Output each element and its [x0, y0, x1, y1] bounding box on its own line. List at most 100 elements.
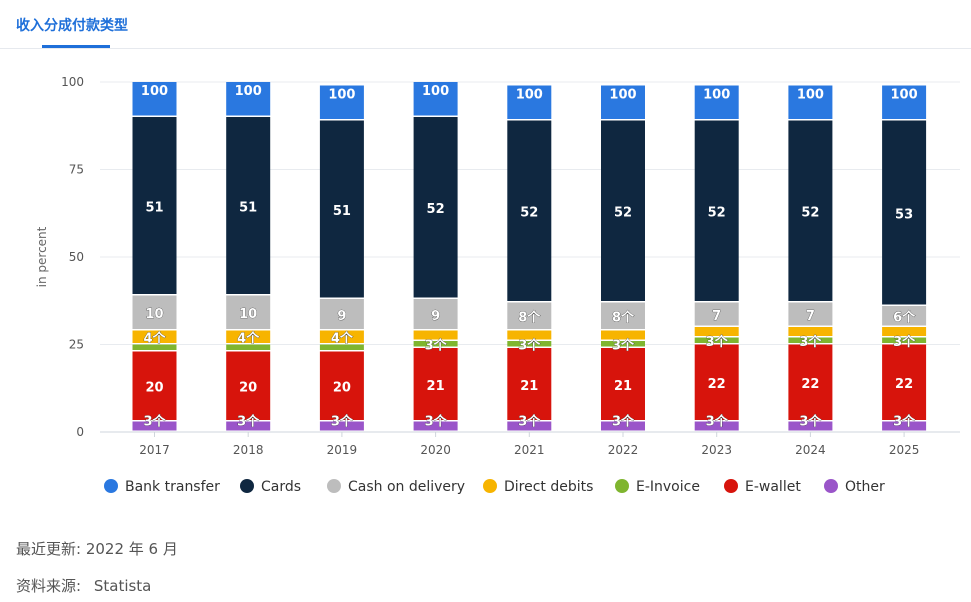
bar-cards-2023[interactable] [694, 120, 739, 302]
bar-direct-debits-2020[interactable] [413, 330, 458, 340]
bar-direct-debits-2017[interactable] [132, 330, 177, 344]
legend-item-direct-debits[interactable]: Direct debits [483, 479, 593, 495]
data-source-value[interactable]: Statista [93, 577, 152, 595]
bar-e-invoice-2022[interactable] [601, 341, 645, 347]
bar-e-invoice-2023[interactable] [694, 337, 739, 344]
bar-cash-on-delivery-2024[interactable] [788, 302, 833, 326]
bar-bank-transfer-2019[interactable] [319, 85, 364, 120]
bar-bank-transfer-2025[interactable] [882, 85, 927, 120]
data-source: 资料来源: Statista [16, 575, 151, 596]
bar-bank-transfer-2023[interactable] [694, 85, 739, 120]
data-label-e-wallet-2017: 20 [145, 381, 163, 396]
legend-item-e-wallet[interactable]: E-wallet [724, 479, 801, 495]
bar-e-invoice-2019[interactable] [319, 344, 364, 351]
data-label-e-wallet-2018: 20 [239, 381, 257, 396]
data-label-cards-2018: 51 [239, 200, 257, 215]
legend-item-cards[interactable]: Cards [240, 479, 301, 495]
bar-e-wallet-2024[interactable] [788, 344, 833, 421]
bar-cards-2019[interactable] [319, 120, 364, 298]
tab-revenue-share-payment-type[interactable]: 收入分成付款类型 [16, 17, 128, 33]
data-label-other-2021: 3个 [518, 414, 541, 430]
data-label-e-wallet-2023: 22 [708, 377, 726, 392]
bar-cards-2018[interactable] [226, 117, 271, 294]
data-label-cards-2019: 51 [333, 204, 351, 219]
bar-other-2022[interactable] [601, 421, 645, 431]
data-label-e-wallet-2024: 22 [801, 377, 819, 392]
bar-cards-2020[interactable] [413, 117, 458, 298]
bar-cards-2022[interactable] [601, 120, 645, 302]
bar-direct-debits-2019[interactable] [319, 330, 364, 344]
x-tick-label-2018: 2018 [233, 443, 264, 457]
legend-item-cash-on-delivery[interactable]: Cash on delivery [327, 479, 465, 495]
bar-cards-2021[interactable] [507, 120, 552, 302]
data-label-e-wallet-2021: 21 [520, 379, 538, 394]
bar-other-2025[interactable] [882, 421, 927, 431]
bar-other-2017[interactable] [132, 421, 177, 431]
data-label-cards-2025: 53 [895, 207, 913, 222]
bar-cash-on-delivery-2018[interactable] [226, 295, 271, 330]
bar-e-invoice-2020[interactable] [413, 341, 458, 347]
bar-direct-debits-2024[interactable] [788, 327, 833, 336]
bar-e-invoice-2018[interactable] [226, 344, 271, 351]
bar-direct-debits-2025[interactable] [882, 327, 927, 336]
bar-e-invoice-2024[interactable] [788, 337, 833, 344]
legend-label-other: Other [845, 479, 885, 495]
bar-cards-2017[interactable] [132, 117, 177, 294]
bar-e-wallet-2021[interactable] [507, 348, 552, 420]
bar-e-wallet-2022[interactable] [601, 348, 645, 420]
data-label-bank-transfer-2023: 100 [703, 88, 730, 103]
bar-other-2018[interactable] [226, 421, 271, 431]
bar-other-2021[interactable] [507, 421, 552, 431]
bar-other-2019[interactable] [319, 421, 364, 431]
bar-cash-on-delivery-2020[interactable] [413, 299, 458, 329]
data-label-bank-transfer-2021: 100 [516, 88, 543, 103]
data-label-e-invoice-2024: 3个 [799, 334, 822, 350]
bar-e-wallet-2023[interactable] [694, 344, 739, 421]
bar-direct-debits-2022[interactable] [601, 330, 645, 340]
legend-swatch-direct-debits [483, 479, 497, 493]
legend-item-other[interactable]: Other [824, 479, 885, 495]
bar-e-invoice-2017[interactable] [132, 344, 177, 351]
x-tick-label-2023: 2023 [701, 443, 732, 457]
bar-bank-transfer-2020[interactable] [413, 82, 458, 116]
bar-cash-on-delivery-2025[interactable] [882, 306, 927, 326]
bar-direct-debits-2018[interactable] [226, 330, 271, 344]
bar-other-2023[interactable] [694, 421, 739, 431]
bar-e-wallet-2019[interactable] [319, 351, 364, 421]
bar-other-2024[interactable] [788, 421, 833, 431]
bar-bank-transfer-2024[interactable] [788, 85, 833, 120]
bar-e-wallet-2025[interactable] [882, 344, 927, 421]
bar-cards-2025[interactable] [882, 120, 927, 305]
bar-other-2020[interactable] [413, 421, 458, 431]
x-tick-label-2020: 2020 [420, 443, 451, 457]
bar-bank-transfer-2022[interactable] [601, 85, 645, 120]
legend-item-e-invoice[interactable]: E-Invoice [615, 479, 700, 495]
bar-cash-on-delivery-2021[interactable] [507, 302, 552, 330]
bar-direct-debits-2021[interactable] [507, 330, 552, 340]
bar-cash-on-delivery-2019[interactable] [319, 299, 364, 329]
data-label-cash-on-delivery-2020: 9 [431, 309, 440, 324]
bar-e-wallet-2018[interactable] [226, 351, 271, 421]
data-label-e-invoice-2025: 3个 [893, 334, 916, 350]
legend-swatch-bank-transfer [104, 479, 118, 493]
bar-e-invoice-2021[interactable] [507, 341, 552, 347]
data-label-cash-on-delivery-2025: 6个 [893, 310, 916, 326]
tab-bar: 收入分成付款类型 [0, 0, 971, 49]
bar-bank-transfer-2018[interactable] [226, 82, 271, 116]
bar-cash-on-delivery-2023[interactable] [694, 302, 739, 326]
data-label-e-wallet-2025: 22 [895, 377, 913, 392]
data-label-e-invoice-2020: 3个 [425, 338, 448, 354]
bar-cash-on-delivery-2017[interactable] [132, 295, 177, 330]
data-label-cash-on-delivery-2022: 8个 [612, 310, 635, 326]
bar-cash-on-delivery-2022[interactable] [601, 302, 645, 330]
bar-direct-debits-2023[interactable] [694, 327, 739, 336]
bar-bank-transfer-2021[interactable] [507, 85, 552, 120]
bar-cards-2024[interactable] [788, 120, 833, 302]
bar-e-wallet-2020[interactable] [413, 348, 458, 420]
data-label-cards-2020: 52 [427, 202, 445, 217]
bar-bank-transfer-2017[interactable] [132, 82, 177, 116]
legend-item-bank-transfer[interactable]: Bank transfer [104, 479, 220, 495]
bar-e-invoice-2025[interactable] [882, 337, 927, 344]
data-source-label: 资料来源: [16, 577, 82, 595]
bar-e-wallet-2017[interactable] [132, 351, 177, 421]
